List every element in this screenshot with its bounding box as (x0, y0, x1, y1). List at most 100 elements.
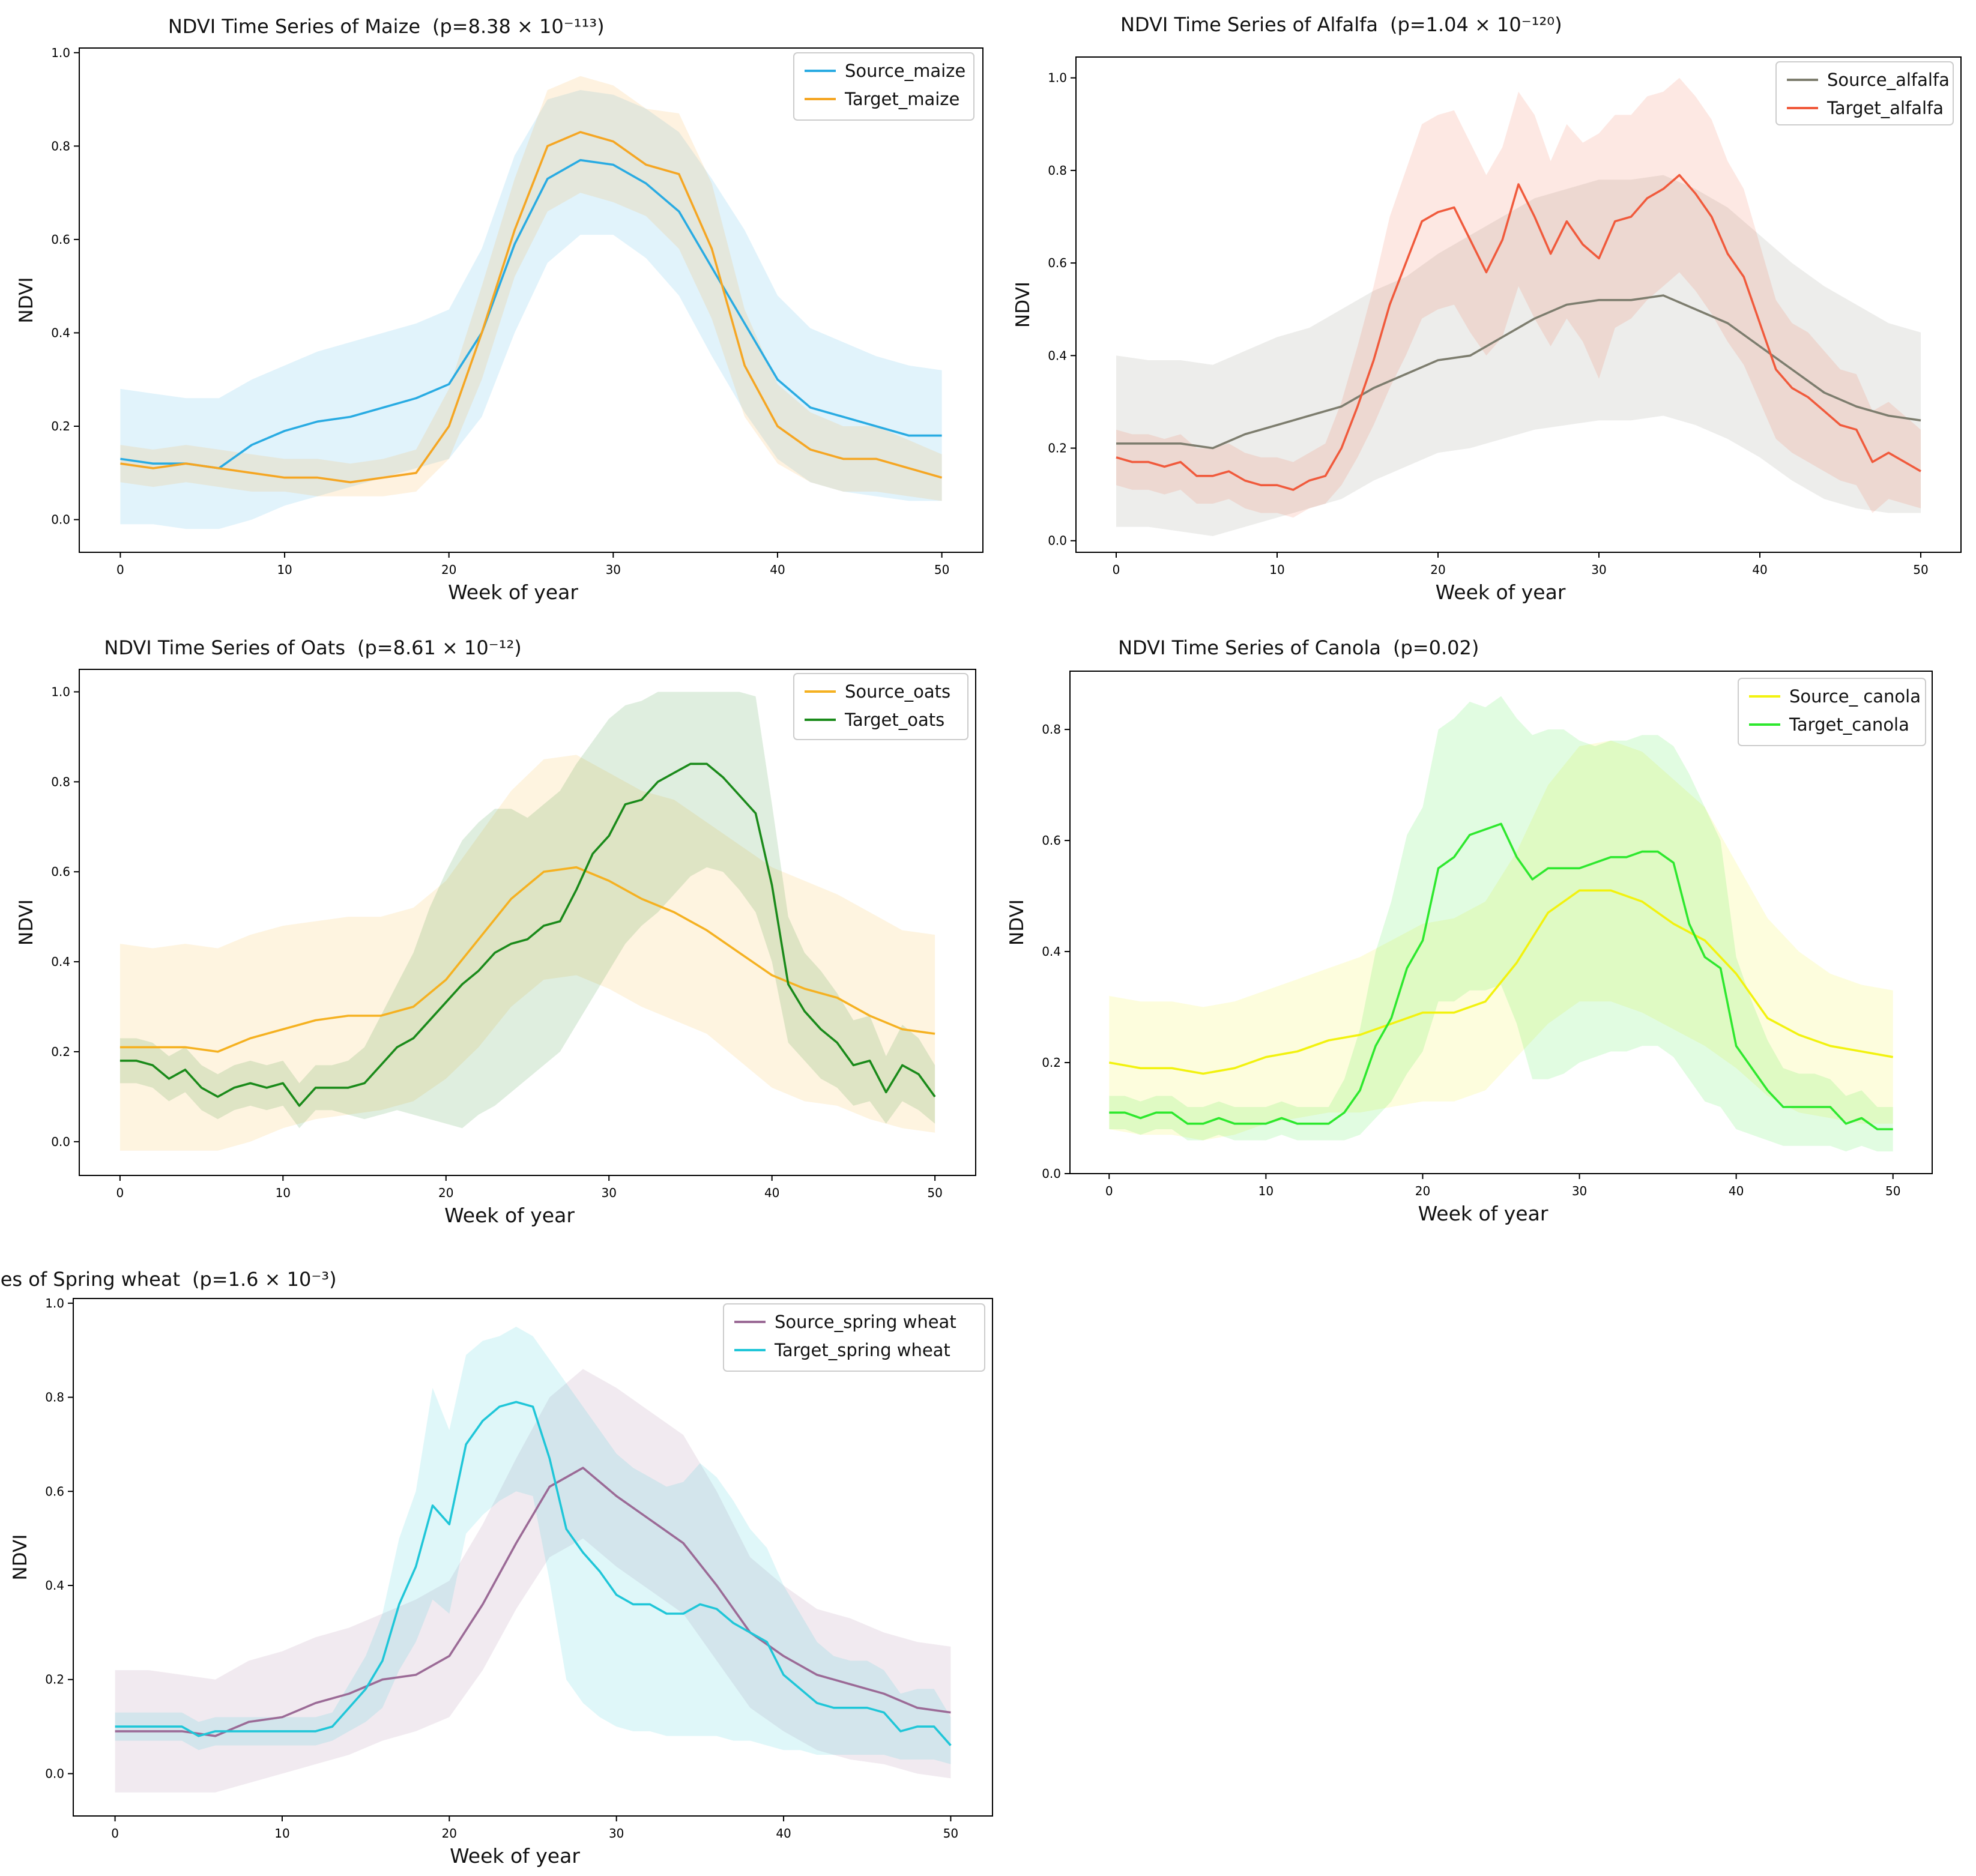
series-line-1 (1109, 822, 1893, 1130)
series-line-1 (1116, 173, 1921, 491)
y-tick-label: 0.8 (51, 774, 70, 789)
y-tick-label: 0.6 (45, 1484, 64, 1498)
y-tick-label: 0.8 (1048, 163, 1067, 178)
confidence-band-1 (1116, 77, 1921, 518)
y-tick-label: 0.6 (51, 864, 70, 879)
x-tick-label: 40 (770, 562, 785, 577)
x-tick-label: 20 (441, 562, 456, 577)
confidence-band-1 (1109, 696, 1893, 1151)
series-line-1 (115, 1401, 952, 1746)
confidence-band-1 (119, 692, 935, 1129)
y-tick-label: 0.6 (51, 232, 70, 247)
p-value-label: (p=8.38 × 10⁻¹¹³) (432, 15, 605, 38)
y-tick-label: 0.4 (1048, 348, 1067, 363)
x-tick-label: 20 (1430, 562, 1445, 577)
legend-box (1738, 678, 1926, 746)
legend-box (793, 673, 968, 740)
legend-box (1775, 61, 1954, 125)
chart-title: NDVI Time Series of Oats (104, 636, 345, 659)
y-tick-label: 0.8 (45, 1390, 64, 1405)
y-tick-label: 0.6 (1048, 256, 1067, 270)
y-tick-label: 0.0 (51, 1135, 70, 1149)
x-axis-label: Week of year (444, 1204, 575, 1227)
x-tick-label: 0 (111, 1826, 119, 1841)
y-tick-label: 0.4 (1042, 944, 1061, 959)
confidence-band-1 (115, 1327, 951, 1764)
plot-frame (1069, 671, 1933, 1174)
chart-title: NDVI Time Series of Maize (168, 15, 420, 38)
confidence-band-0 (1109, 740, 1893, 1141)
p-value-label: (p=8.61 × 10⁻¹²) (357, 636, 522, 659)
x-tick-label: 50 (927, 1186, 942, 1200)
legend-label-1: Target_maize (844, 89, 959, 109)
series-line-0 (120, 158, 942, 469)
plot-frame (79, 47, 983, 553)
x-tick-label: 40 (764, 1186, 779, 1200)
chart-title: NDVI Time Series of Canola (1118, 636, 1381, 659)
x-tick-label: 0 (116, 562, 124, 577)
chart-panel-4: 0 10 20 30 40 50 0.0 0.2 0.4 0.6 0.8 1.0 Week of yea… (0, 1268, 993, 1868)
y-axis-label: NDVI (16, 277, 37, 324)
x-tick-label: 50 (1913, 562, 1928, 577)
plot-frame (73, 1298, 993, 1817)
y-tick-label: 0.6 (1042, 833, 1061, 848)
y-tick-label: 1.0 (45, 1296, 64, 1310)
y-axis-label: NDVI (1012, 282, 1034, 328)
y-tick-label: 0.4 (51, 955, 70, 969)
legend-label-1: Target_spring wheat (774, 1340, 950, 1360)
x-axis-label: Week of year (448, 581, 578, 604)
series-line-0 (1116, 294, 1921, 450)
p-value-label: (p=0.02) (1393, 636, 1479, 659)
chart-panel-1: 0 10 20 30 40 50 0.0 0.2 0.4 0.6 0.8 1.0 Week of yea… (1012, 13, 1962, 604)
legend-label-1: Target_alfalfa (1826, 98, 1944, 118)
series-line-1 (119, 762, 936, 1107)
y-tick-label: 0.2 (45, 1672, 64, 1687)
legend-box (723, 1303, 985, 1372)
plot-frame (1075, 56, 1962, 553)
x-tick-label: 50 (943, 1826, 958, 1841)
x-tick-label: 30 (602, 1186, 617, 1200)
x-tick-label: 0 (1113, 562, 1120, 577)
legend-label-1: Target_canola (1789, 714, 1909, 735)
y-tick-label: 1.0 (51, 46, 70, 60)
series-line-1 (120, 131, 943, 484)
x-tick-label: 30 (606, 562, 621, 577)
y-axis-label: NDVI (10, 1534, 31, 1581)
series-line-0 (119, 866, 935, 1053)
chart-panel-3: 0 10 20 30 40 50 0.0 0.2 0.4 0.6 0.8 Week of year ND… (1006, 636, 1933, 1225)
x-axis-label: Week of year (1418, 1202, 1548, 1225)
x-tick-label: 20 (438, 1186, 453, 1200)
y-tick-label: 0.0 (45, 1766, 64, 1781)
legend-label-0: Source_spring wheat (775, 1312, 956, 1332)
x-tick-label: 30 (1591, 562, 1606, 577)
x-tick-label: 30 (609, 1826, 624, 1841)
y-tick-label: 0.0 (51, 513, 70, 527)
confidence-band-0 (1116, 175, 1921, 537)
y-tick-label: 0.2 (51, 1045, 70, 1059)
y-tick-label: 1.0 (1048, 71, 1067, 85)
x-tick-label: 40 (1729, 1184, 1744, 1198)
legend-label-0: Source_ canola (1789, 686, 1921, 707)
x-tick-label: 0 (1105, 1184, 1113, 1198)
x-tick-label: 10 (1269, 562, 1284, 577)
y-tick-label: 1.0 (51, 684, 70, 699)
y-axis-label: NDVI (1006, 899, 1028, 946)
confidence-band-0 (120, 90, 942, 529)
chart-panel-0: 0 10 20 30 40 50 0.0 0.2 0.4 0.6 0.8 1.0 Week of yea… (16, 15, 983, 604)
x-tick-label: 10 (274, 1826, 289, 1841)
confidence-band-0 (119, 755, 935, 1151)
x-tick-label: 40 (776, 1826, 791, 1841)
y-tick-label: 0.8 (51, 139, 70, 153)
legend-label-1: Target_oats (844, 710, 944, 730)
y-tick-label: 0.2 (1048, 441, 1067, 456)
x-tick-label: 40 (1752, 562, 1767, 577)
x-axis-label: Week of year (450, 1844, 580, 1868)
x-tick-label: 20 (442, 1826, 457, 1841)
y-tick-label: 0.4 (45, 1578, 64, 1593)
x-tick-label: 30 (1572, 1184, 1587, 1198)
y-tick-label: 0.2 (51, 419, 70, 433)
p-value-label: (p=1.6 × 10⁻³) (192, 1268, 337, 1291)
chart-title: NDVI Time Series of Spring wheat (0, 1268, 180, 1291)
x-tick-label: 50 (1885, 1184, 1900, 1198)
